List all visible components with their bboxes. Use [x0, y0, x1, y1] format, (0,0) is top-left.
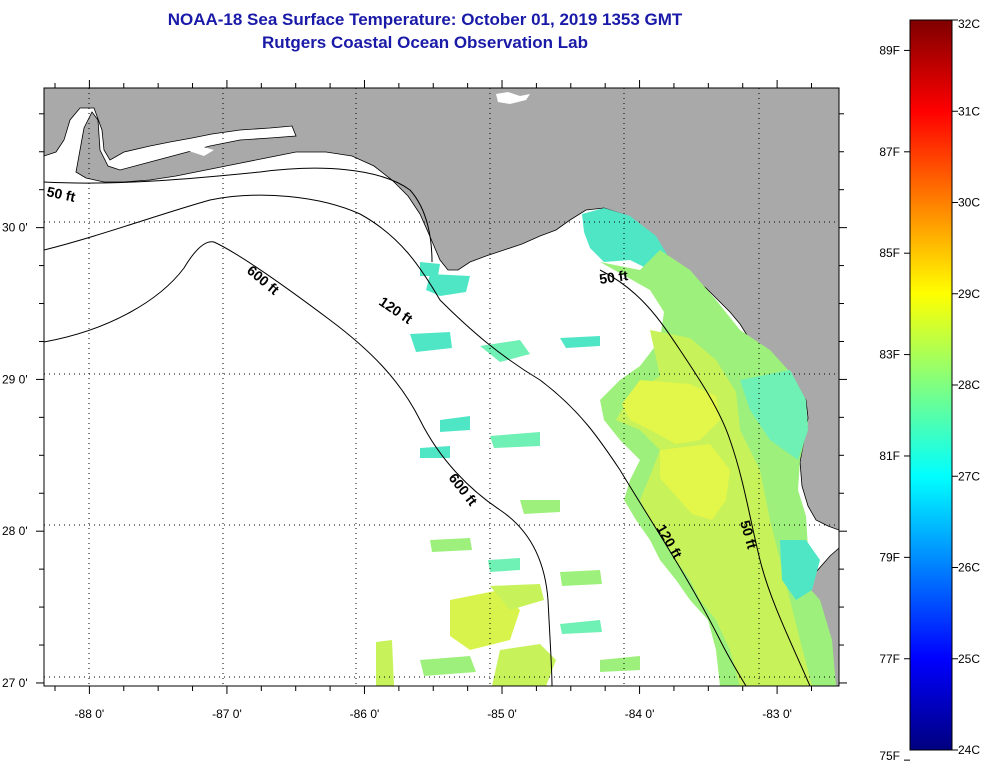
lon-label: -85 0': [487, 707, 517, 721]
lake-shape: [496, 92, 530, 104]
lat-label: 30 0': [2, 221, 28, 235]
fahrenheit-label: 87F: [879, 145, 900, 159]
fahrenheit-label: 81F: [879, 449, 900, 463]
celsius-label: 28C: [958, 378, 980, 392]
contour-label: 50 ft: [598, 267, 629, 287]
contour-600ft: [44, 241, 553, 686]
lon-label: -87 0': [212, 707, 242, 721]
celsius-label: 25C: [958, 652, 980, 666]
contour-120ft: [44, 194, 747, 686]
fahrenheit-label: 85F: [879, 246, 900, 260]
map-subtitle: Rutgers Coastal Ocean Observation Lab: [262, 33, 588, 52]
map-title: NOAA-18 Sea Surface Temperature: October…: [167, 10, 683, 29]
celsius-label: 29C: [958, 287, 980, 301]
map-frame: [43, 87, 840, 687]
contour-50ft-east: [599, 269, 811, 686]
lon-label: -88 0': [75, 707, 105, 721]
fahrenheit-label: 83F: [879, 348, 900, 362]
lat-label: 28 0': [2, 524, 28, 538]
fahrenheit-label: 89F: [879, 43, 900, 57]
lat-label: 27 0': [2, 676, 28, 690]
colorbar-gradient: [909, 19, 953, 751]
celsius-label: 30C: [958, 196, 980, 210]
lon-label: -84 0': [625, 707, 655, 721]
fahrenheit-label: 77F: [879, 652, 900, 666]
celsius-label: 31C: [958, 104, 980, 118]
celsius-label: 26C: [958, 561, 980, 575]
bay-shape: [186, 146, 214, 156]
lon-label: -83 0': [762, 707, 792, 721]
fahrenheit-label: 79F: [879, 550, 900, 564]
contour-50ft-west: [44, 167, 433, 263]
lat-label: 29 0': [2, 372, 28, 386]
fahrenheit-label: 75F: [879, 749, 900, 763]
celsius-label: 32C: [958, 17, 980, 31]
lon-label: -86 0': [350, 707, 380, 721]
celsius-label: 24C: [958, 743, 980, 757]
bathymetry-contours: [44, 167, 811, 686]
celsius-label: 27C: [958, 469, 980, 483]
contour-label: 50 ft: [737, 518, 760, 550]
sst-patches: [376, 208, 836, 686]
contour-label: 50 ft: [45, 183, 77, 205]
